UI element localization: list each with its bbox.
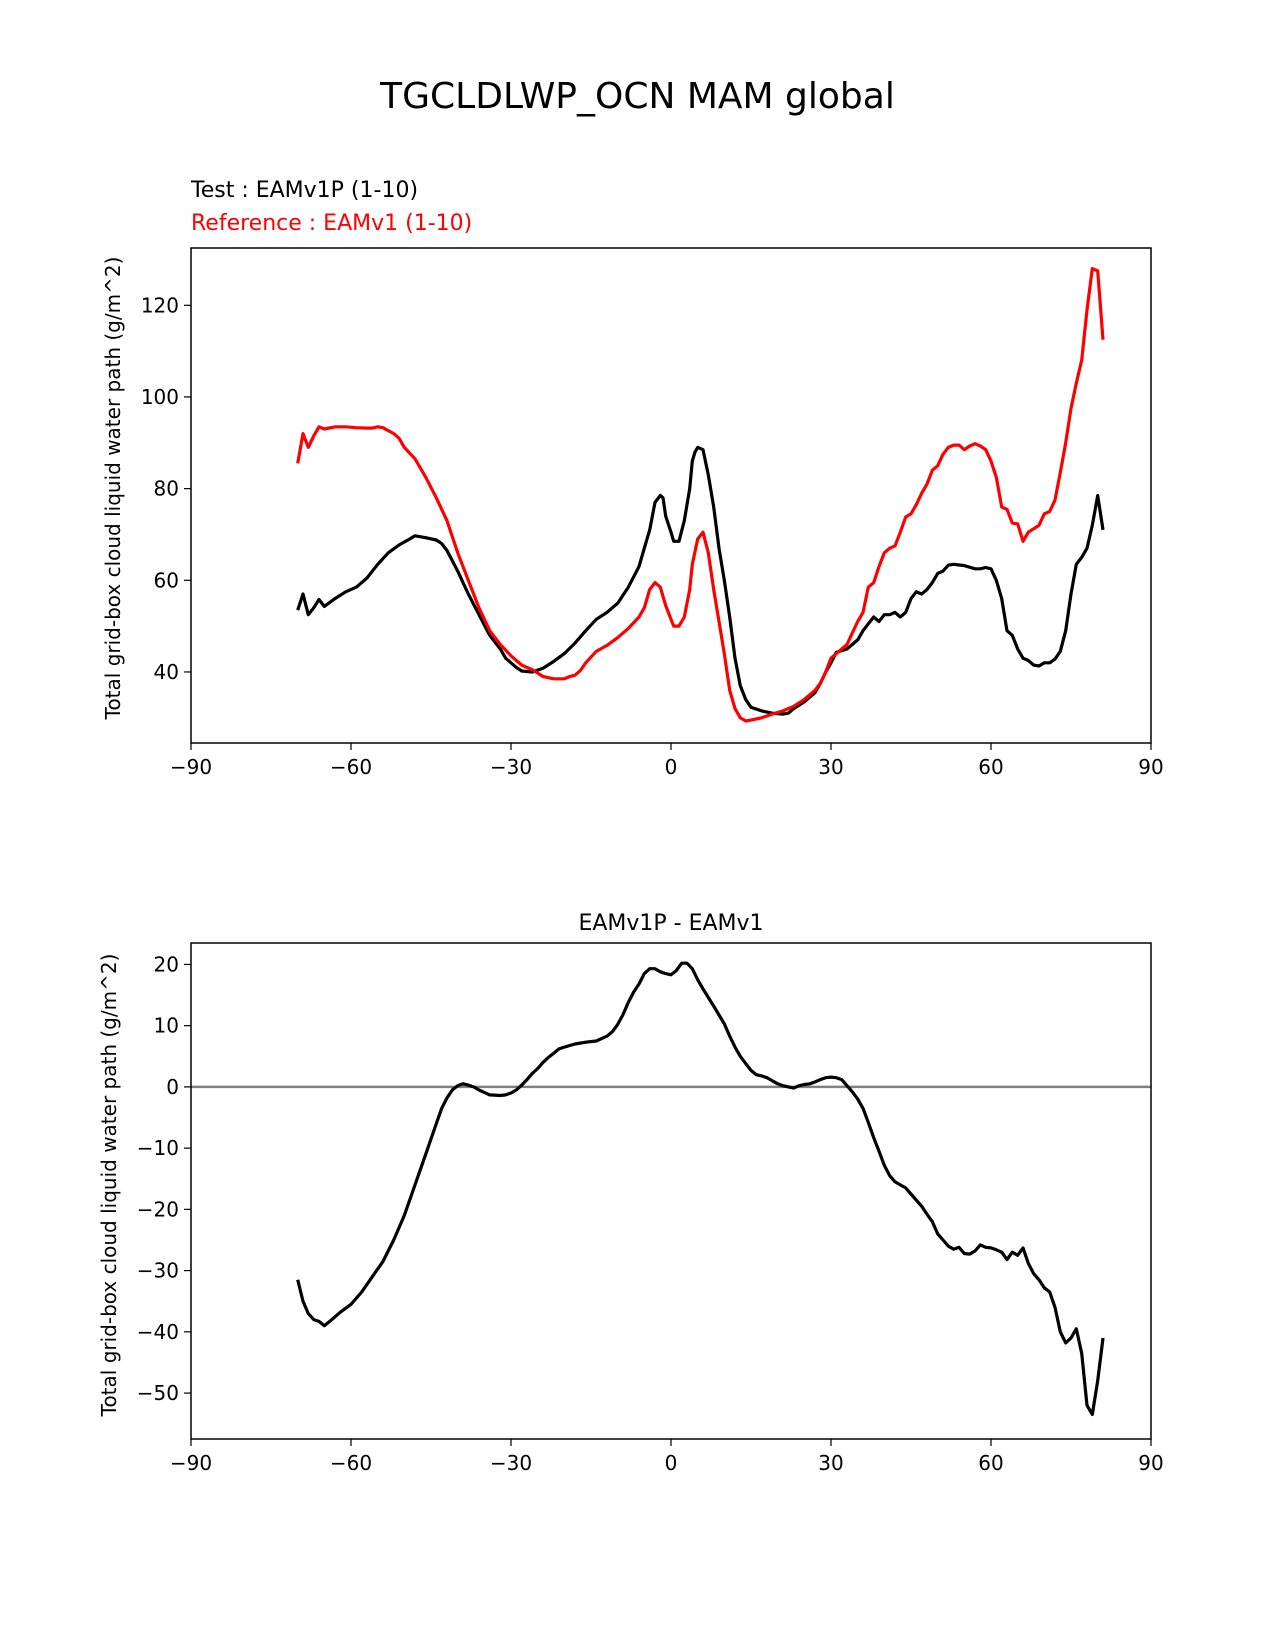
top-xtick-label: 30: [818, 755, 843, 779]
bottom-xtick-label: 60: [978, 1451, 1003, 1475]
bottom-ytick-label: −20: [137, 1197, 179, 1221]
top-ytick-label: 120: [141, 293, 179, 317]
bottom-axes-frame: [191, 943, 1151, 1439]
top-yaxis-label-group: Total grid-box cloud liquid water path (…: [101, 257, 125, 721]
top-xtick-label: −90: [170, 755, 212, 779]
top-xtick-label: −30: [490, 755, 532, 779]
top-panel: Test : EAMv1P (1-10) Reference : EAMv1 (…: [101, 178, 1164, 779]
bottom-ytick-label: −50: [137, 1381, 179, 1405]
top-yaxis-label: Total grid-box cloud liquid water path (…: [101, 257, 125, 721]
top-plot-area: −90 −60 −30 0 30 60 90 40 60 80 100 120: [141, 269, 1164, 779]
bottom-ytick-label: 20: [154, 952, 179, 976]
top-ytick-label: 100: [141, 385, 179, 409]
top-xtick-label: 60: [978, 755, 1003, 779]
bottom-xtick-label: −90: [170, 1451, 212, 1475]
top-xtick-label: −60: [330, 755, 372, 779]
reference-title: Reference : EAMv1 (1-10): [191, 211, 472, 236]
top-axes-frame: [191, 248, 1151, 743]
bottom-yaxis-label-group: Total grid-box cloud liquid water path (…: [97, 954, 121, 1418]
top-series-line-test-0: [298, 447, 1103, 714]
test-title: Test : EAMv1P (1-10): [190, 178, 418, 203]
bottom-xtick-label: 90: [1138, 1451, 1163, 1475]
top-ytick-label: 60: [154, 568, 179, 592]
bottom-plot-area: −90 −60 −30 0 30 60 90 −50 −40 −30 −20 −10 0 10 20: [137, 952, 1164, 1475]
top-ytick-label: 80: [154, 477, 179, 501]
top-xtick-label: 0: [665, 755, 678, 779]
bottom-ytick-label: 0: [166, 1075, 179, 1099]
bottom-xtick-label: −30: [490, 1451, 532, 1475]
bottom-xtick-label: 30: [818, 1451, 843, 1475]
top-series-line-reference-1: [298, 269, 1103, 721]
top-xtick-label: 90: [1138, 755, 1163, 779]
bottom-xtick-label: −60: [330, 1451, 372, 1475]
bottom-ytick-label: −10: [137, 1136, 179, 1160]
bottom-yaxis-label: Total grid-box cloud liquid water path (…: [97, 954, 121, 1418]
bottom-ytick-label: −30: [137, 1259, 179, 1283]
bottom-series-line-difference-0: [298, 963, 1103, 1414]
bottom-ytick-label: −40: [137, 1320, 179, 1344]
bottom-xtick-label: 0: [665, 1451, 678, 1475]
bottom-panel: EAMv1P - EAMv1 Total grid-box cloud liqu…: [97, 911, 1164, 1475]
top-ytick-label: 40: [154, 660, 179, 684]
bottom-ytick-label: 10: [154, 1014, 179, 1038]
figure-suptitle: TGCLDLWP_OCN MAM global: [379, 76, 895, 117]
diff-title: EAMv1P - EAMv1: [578, 911, 763, 936]
